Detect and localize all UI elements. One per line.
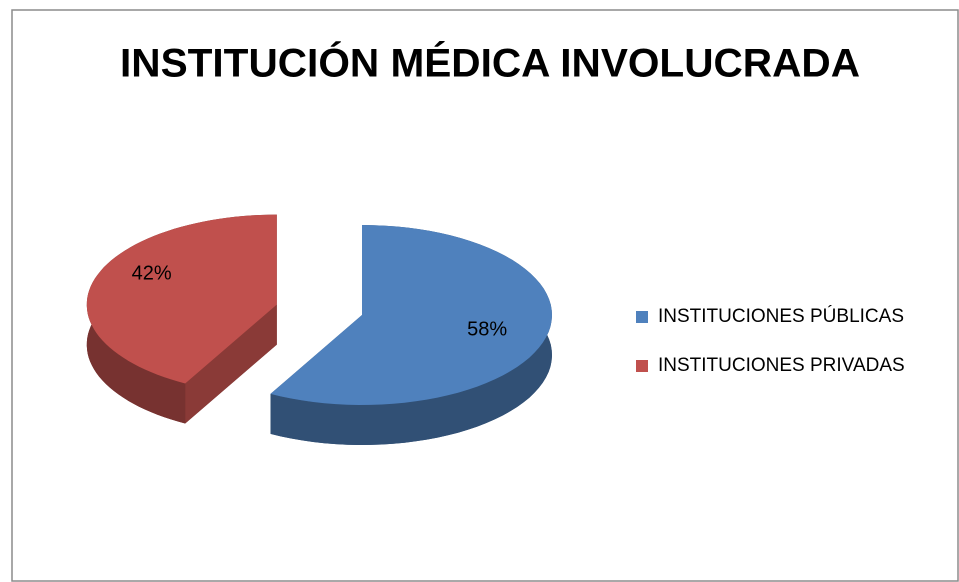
data-label: 58% [467, 319, 507, 341]
legend-swatch [636, 311, 648, 323]
slice [86, 214, 277, 384]
legend-label: INSTITUCIONES PRIVADAS [658, 355, 905, 376]
legend-label: INSTITUCIONES PÚBLICAS [658, 305, 904, 327]
slice-edge [185, 304, 277, 424]
slice [270, 225, 552, 405]
legend-swatch [636, 360, 648, 372]
chart-title: INSTITUCIÓN MÉDICA INVOLUCRADA [120, 40, 860, 86]
data-label: 42% [132, 263, 172, 285]
